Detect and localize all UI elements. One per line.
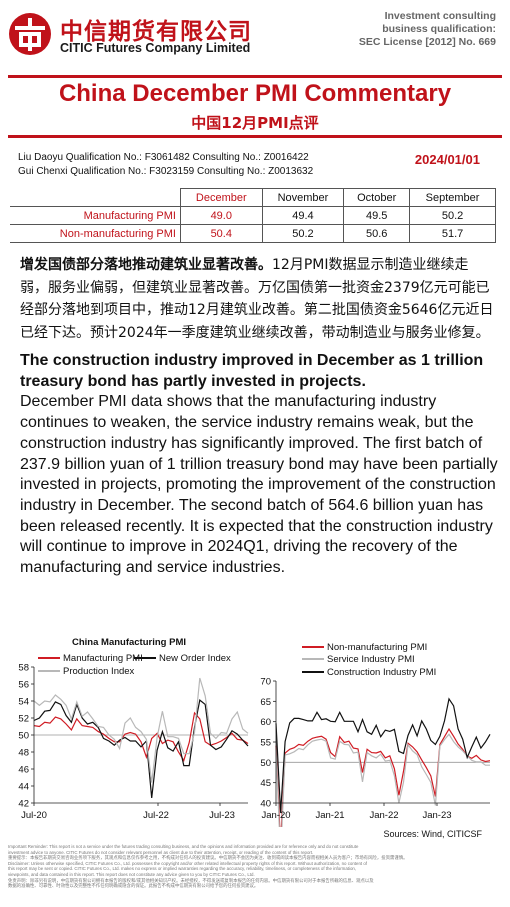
author-line: Liu Daoyu Qualification No.: F3061482 Co… bbox=[18, 152, 309, 163]
table-column-header: September bbox=[409, 188, 496, 207]
citic-logo-icon bbox=[9, 13, 51, 55]
table-cell: 50.6 bbox=[343, 224, 411, 243]
series-line-manufacturing-pmi bbox=[33, 711, 249, 762]
table-header-row: December November October September bbox=[10, 188, 496, 207]
x-tick-label: Jul-23 bbox=[209, 810, 235, 821]
disclaimer-line: 重要提示：本报告非期货交易咨询业务项下服务，其观点和信息仅作参考之用，不构成对任… bbox=[8, 855, 408, 861]
y-tick-label: 50 bbox=[18, 731, 29, 742]
pmi-table: December November October September Manu… bbox=[10, 188, 496, 243]
legend-label: New Order Index bbox=[159, 653, 231, 664]
author-info: Liu Daoyu Qualification No.: F3061482 Co… bbox=[18, 151, 313, 179]
table-column-header: December bbox=[179, 188, 263, 207]
non-manufacturing-pmi-chart: 40 45 50 55 60 65 70 Jan-20 Jan-21 Jan-22 Jan-23 No… bbox=[260, 642, 491, 827]
table-row: Non-manufacturing PMI 50.4 50.2 50.6 51.… bbox=[10, 224, 496, 243]
disclaimer-line: this report may be sent or copied. CITIC… bbox=[8, 866, 357, 872]
summary-paragraph-en: The construction industry improved in De… bbox=[20, 352, 498, 577]
y-tick-label: 65 bbox=[260, 697, 271, 708]
table-row: Manufacturing PMI 49.0 49.4 49.5 50.2 bbox=[10, 206, 496, 225]
x-tick-label: Jan-22 bbox=[369, 810, 398, 821]
table-cell: 49.0 bbox=[179, 206, 263, 225]
y-tick-label: 42 bbox=[18, 799, 29, 810]
company-name-en: CITIC Futures Company Limited bbox=[60, 41, 251, 55]
author-line: Gui Chenxi Qualification No.: F3023159 C… bbox=[18, 166, 314, 177]
x-tick-label: Jan-21 bbox=[315, 810, 344, 821]
table-corner bbox=[10, 189, 180, 207]
y-tick-label: 52 bbox=[18, 714, 29, 725]
series-line-new-order-index bbox=[33, 699, 249, 798]
table-row-label: Manufacturing PMI bbox=[10, 206, 181, 225]
report-header: 中信期货有限公司 CITIC Futures Company Limited I… bbox=[0, 0, 510, 70]
summary-body-cn: 12月PMI数据显示制造业继续走弱，服务业偏弱，但建筑业显著改善。万亿国债第一批… bbox=[20, 257, 494, 341]
table-cell: 50.2 bbox=[409, 206, 496, 225]
disclaimer-line: viewpoints, and data contained in this r… bbox=[8, 871, 255, 877]
series-line-non-manufacturing-pmi bbox=[275, 727, 491, 827]
chart-title: China Manufacturing PMI bbox=[72, 637, 186, 648]
y-tick-label: 56 bbox=[18, 680, 29, 691]
y-tick-label: 60 bbox=[260, 717, 271, 728]
disclaimer-line: Important Reminder: This report is not a… bbox=[8, 844, 359, 849]
x-tick-label: Jan-23 bbox=[422, 810, 451, 821]
summary-body-en: December PMI data shows that the manufac… bbox=[20, 393, 498, 577]
y-tick-label: 44 bbox=[18, 782, 29, 793]
table-row-label: Non-manufacturing PMI bbox=[10, 224, 181, 243]
y-tick-label: 50 bbox=[260, 758, 271, 769]
disclaimer-line: Disclaimer: Unless otherwise specified, … bbox=[8, 860, 367, 866]
y-tick-label: 55 bbox=[260, 738, 271, 749]
summary-lead-cn: 增发国债部分落地推动建筑业显著改善。 bbox=[20, 257, 272, 273]
legend-label: Manufacturing PMI bbox=[63, 653, 143, 664]
license-line: SEC License [2012] No. 669 bbox=[358, 36, 496, 48]
report-title-en: China December PMI Commentary bbox=[58, 80, 452, 107]
series-line-construction-industry-pmi bbox=[275, 697, 491, 813]
series-line-service-industry-pmi bbox=[275, 733, 490, 827]
title-rule-bottom bbox=[8, 135, 502, 138]
disclaimer-line: 免责声明：除非另有说明，中信期货有限公司拥有本报告的版权和/或其他相关知识产权。… bbox=[8, 877, 374, 883]
disclaimer-line: investment advice to anyone. CITIC Futur… bbox=[8, 849, 314, 855]
summary-lead-en: The construction industry improved in De… bbox=[20, 352, 484, 390]
chart-source: Sources: Wind, CITICSF bbox=[383, 829, 482, 839]
report-title-cn: 中国12月PMI点评 bbox=[191, 114, 319, 132]
table-cell: 50.2 bbox=[261, 224, 345, 243]
x-tick-label: Jan-20 bbox=[261, 810, 290, 821]
table-cell: 49.4 bbox=[261, 206, 345, 225]
table-cell: 49.5 bbox=[343, 206, 411, 225]
license-line: Investment consulting bbox=[384, 10, 496, 22]
legend-label: Service Industry PMI bbox=[327, 654, 415, 665]
disclaimer: Important Reminder: This report is not a… bbox=[8, 844, 502, 889]
y-tick-label: 46 bbox=[18, 765, 29, 776]
legend-label: Construction Industry PMI bbox=[327, 667, 436, 678]
manufacturing-pmi-chart: 42 44 46 48 50 52 54 56 58 Jul-20 Jul-22 Jul-23 Chin… bbox=[18, 637, 249, 821]
license-line: business qualification: bbox=[382, 23, 496, 35]
y-tick-label: 45 bbox=[260, 778, 271, 789]
y-tick-label: 48 bbox=[18, 748, 29, 759]
y-tick-label: 40 bbox=[260, 799, 271, 810]
x-tick-label: Jul-22 bbox=[143, 810, 169, 821]
table-cell: 50.4 bbox=[179, 224, 263, 243]
title-rule-top bbox=[8, 75, 502, 78]
series-line-production-index bbox=[33, 677, 249, 783]
company-name-cn: 中信期货有限公司 bbox=[60, 19, 252, 45]
x-tick-label: Jul-20 bbox=[21, 810, 47, 821]
disclaimer-line: 数据的准确性、可靠性、时效性以及完整性不作任何明确或隐含的保证。此报告不构成中信… bbox=[8, 883, 259, 889]
report-date: 2024/01/01 bbox=[414, 152, 480, 167]
y-tick-label: 54 bbox=[18, 697, 29, 708]
y-tick-label: 58 bbox=[18, 663, 29, 674]
table-column-header: November bbox=[261, 188, 345, 207]
legend-label: Production Index bbox=[63, 666, 135, 677]
y-tick-label: 70 bbox=[260, 677, 271, 688]
summary-paragraph-cn: 增发国债部分落地推动建筑业显著改善。12月PMI数据显示制造业继续走弱，服务业偏… bbox=[20, 254, 496, 344]
legend-label: Non-manufacturing PMI bbox=[327, 642, 427, 653]
table-column-header: October bbox=[343, 188, 411, 207]
table-cell: 51.7 bbox=[409, 224, 496, 243]
license-info: Investment consulting business qualifica… bbox=[359, 10, 496, 49]
